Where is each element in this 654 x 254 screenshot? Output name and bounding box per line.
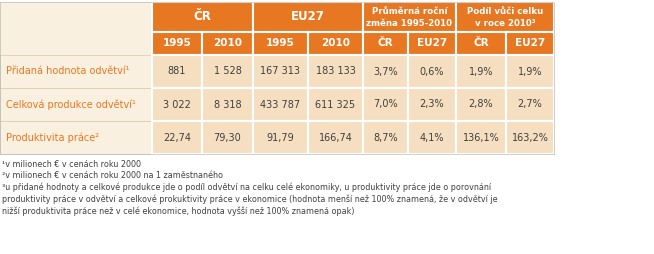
Bar bbox=[253, 32, 308, 55]
Bar bbox=[408, 55, 456, 88]
Bar bbox=[506, 121, 554, 154]
Bar bbox=[0, 88, 152, 121]
Bar bbox=[0, 2, 554, 154]
Bar bbox=[152, 88, 202, 121]
Bar bbox=[152, 2, 253, 32]
Bar bbox=[0, 55, 152, 88]
Text: 166,74: 166,74 bbox=[318, 133, 353, 142]
Text: 2010: 2010 bbox=[321, 39, 350, 49]
Text: 4,1%: 4,1% bbox=[420, 133, 444, 142]
Bar bbox=[0, 121, 152, 154]
Bar bbox=[363, 121, 408, 154]
Text: 2,8%: 2,8% bbox=[469, 100, 493, 109]
Bar bbox=[408, 121, 456, 154]
Text: 183 133: 183 133 bbox=[316, 67, 355, 76]
Bar bbox=[456, 88, 506, 121]
Text: 136,1%: 136,1% bbox=[462, 133, 500, 142]
Bar bbox=[456, 2, 554, 32]
Text: 1995: 1995 bbox=[163, 39, 192, 49]
Text: 1 528: 1 528 bbox=[214, 67, 241, 76]
Text: ¹v milionech € v cenách roku 2000: ¹v milionech € v cenách roku 2000 bbox=[2, 160, 141, 169]
Text: 1,9%: 1,9% bbox=[518, 67, 542, 76]
Bar bbox=[308, 88, 363, 121]
Text: Podíl vůči celku: Podíl vůči celku bbox=[467, 8, 543, 17]
Text: Produktivita práce²: Produktivita práce² bbox=[6, 132, 99, 143]
Bar bbox=[308, 32, 363, 55]
Bar bbox=[253, 88, 308, 121]
Bar bbox=[408, 88, 456, 121]
Bar bbox=[152, 55, 202, 88]
Text: 0,6%: 0,6% bbox=[420, 67, 444, 76]
Text: Přidaná hodnota odvětví¹: Přidaná hodnota odvětví¹ bbox=[6, 67, 129, 76]
Bar bbox=[363, 55, 408, 88]
Text: Celková produkce odvětví¹: Celková produkce odvětví¹ bbox=[6, 99, 136, 110]
Text: 8,7%: 8,7% bbox=[373, 133, 398, 142]
Bar bbox=[506, 55, 554, 88]
Text: ČR: ČR bbox=[378, 39, 393, 49]
Text: 3,7%: 3,7% bbox=[373, 67, 398, 76]
Bar bbox=[202, 88, 253, 121]
Text: 167 313: 167 313 bbox=[260, 67, 300, 76]
Bar bbox=[456, 121, 506, 154]
Bar bbox=[308, 55, 363, 88]
Bar bbox=[308, 121, 363, 154]
Text: 611 325: 611 325 bbox=[315, 100, 356, 109]
Bar bbox=[253, 2, 363, 32]
Text: ²v milionech € v cenách roku 2000 na 1 zaměstnaného: ²v milionech € v cenách roku 2000 na 1 z… bbox=[2, 171, 223, 180]
Text: 881: 881 bbox=[168, 67, 186, 76]
Text: 22,74: 22,74 bbox=[163, 133, 191, 142]
Text: ³u přidané hodnoty a celkové produkce jde o podíl odvětví na celku celé ekonomik: ³u přidané hodnoty a celkové produkce jd… bbox=[2, 182, 498, 216]
Bar bbox=[456, 55, 506, 88]
Text: EU27: EU27 bbox=[417, 39, 447, 49]
Text: 7,0%: 7,0% bbox=[373, 100, 398, 109]
Text: 163,2%: 163,2% bbox=[511, 133, 549, 142]
Bar bbox=[0, 32, 152, 55]
Bar bbox=[408, 32, 456, 55]
Text: v roce 2010³: v roce 2010³ bbox=[475, 20, 536, 28]
Bar bbox=[506, 32, 554, 55]
Text: 433 787: 433 787 bbox=[260, 100, 301, 109]
Text: 79,30: 79,30 bbox=[214, 133, 241, 142]
Text: 3 022: 3 022 bbox=[163, 100, 191, 109]
Bar bbox=[253, 55, 308, 88]
Text: ČR: ČR bbox=[194, 10, 211, 24]
Text: 2,7%: 2,7% bbox=[517, 100, 542, 109]
Bar bbox=[0, 2, 152, 32]
Bar bbox=[506, 88, 554, 121]
Text: ČR: ČR bbox=[473, 39, 489, 49]
Text: změna 1995-2010: změna 1995-2010 bbox=[366, 20, 453, 28]
Text: 1,9%: 1,9% bbox=[469, 67, 493, 76]
Bar bbox=[363, 2, 456, 32]
Text: 2010: 2010 bbox=[213, 39, 242, 49]
Text: 1995: 1995 bbox=[266, 39, 295, 49]
Bar bbox=[202, 55, 253, 88]
Bar bbox=[456, 32, 506, 55]
Bar bbox=[363, 88, 408, 121]
Bar bbox=[202, 121, 253, 154]
Text: EU27: EU27 bbox=[515, 39, 545, 49]
Bar bbox=[253, 121, 308, 154]
Text: 8 318: 8 318 bbox=[214, 100, 241, 109]
Bar bbox=[202, 32, 253, 55]
Bar bbox=[152, 32, 202, 55]
Text: 91,79: 91,79 bbox=[267, 133, 294, 142]
Text: EU27: EU27 bbox=[291, 10, 325, 24]
Bar bbox=[152, 121, 202, 154]
Bar bbox=[363, 32, 408, 55]
Text: Průměrná roční: Průměrná roční bbox=[371, 8, 447, 17]
Text: 2,3%: 2,3% bbox=[420, 100, 444, 109]
